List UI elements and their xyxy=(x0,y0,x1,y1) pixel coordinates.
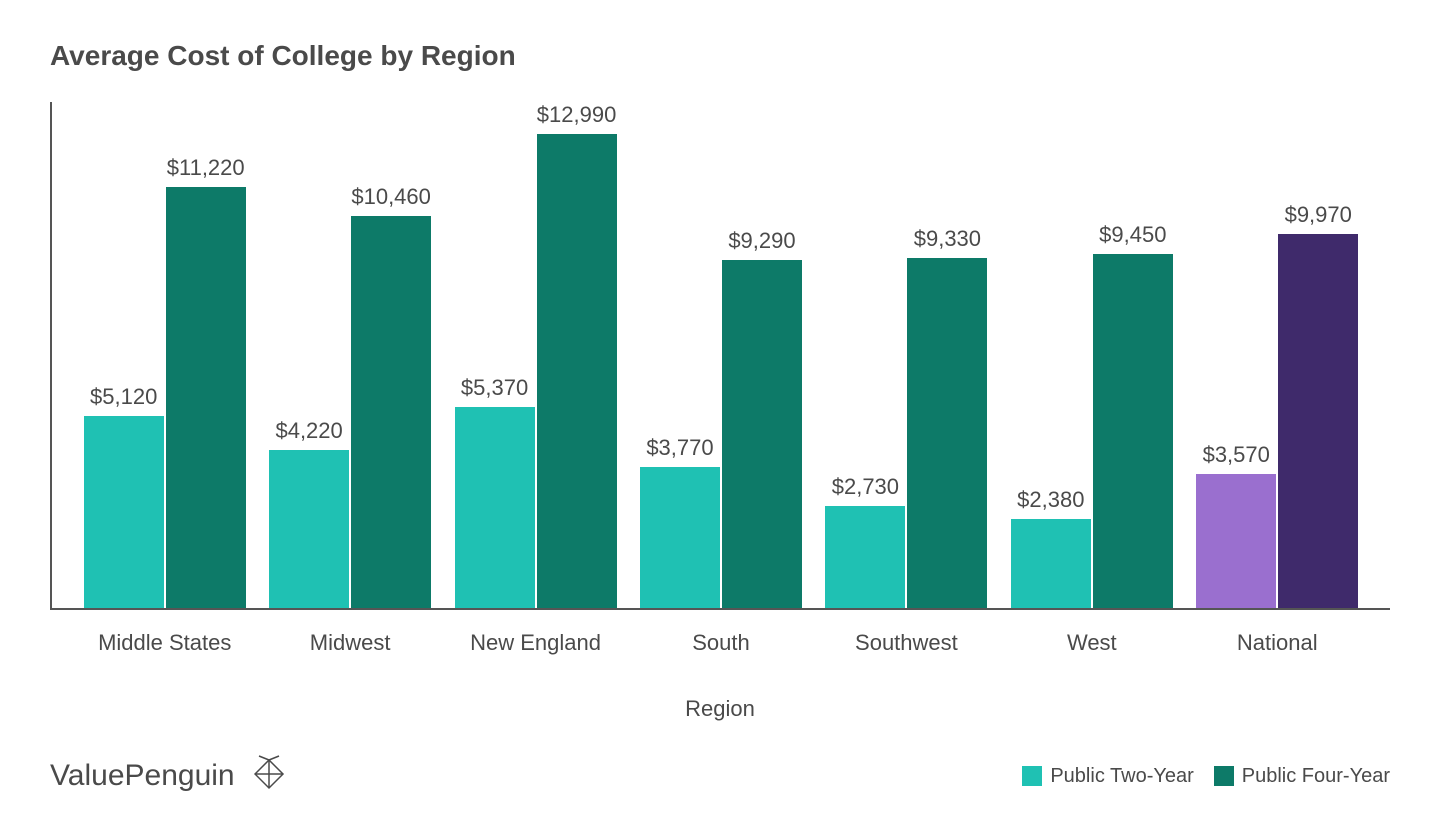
legend-swatch xyxy=(1214,766,1234,786)
bar-wrap: $9,970 xyxy=(1278,102,1358,608)
bar-value-label: $9,450 xyxy=(1099,222,1166,248)
bar-wrap: $9,450 xyxy=(1093,102,1173,608)
chart-footer: ValuePenguin Public Two-Year Public Four-… xyxy=(50,752,1390,800)
bar xyxy=(84,416,164,608)
bar xyxy=(640,467,720,608)
bar xyxy=(722,260,802,608)
bar-value-label: $5,370 xyxy=(461,375,528,401)
chart-title: Average Cost of College by Region xyxy=(50,40,1390,72)
bar-group: $2,380 $9,450 xyxy=(999,102,1184,608)
bar xyxy=(269,450,349,608)
chart-container: Average Cost of College by Region $5,120… xyxy=(0,0,1440,830)
bar-wrap: $2,380 xyxy=(1011,102,1091,608)
bar-value-label: $11,220 xyxy=(167,155,245,181)
bar-wrap: $5,370 xyxy=(455,102,535,608)
bar-wrap: $3,770 xyxy=(640,102,720,608)
bar xyxy=(1278,234,1358,608)
bar-group: $2,730 $9,330 xyxy=(814,102,999,608)
bar-value-label: $10,460 xyxy=(351,184,431,210)
penguin-icon xyxy=(245,752,293,800)
bar xyxy=(166,187,246,608)
x-axis-category-label: Southwest xyxy=(814,620,999,656)
bar-wrap: $3,570 xyxy=(1196,102,1276,608)
bar xyxy=(1011,519,1091,608)
x-axis-category-label: National xyxy=(1185,620,1370,656)
bar xyxy=(1093,254,1173,608)
x-axis-labels: Middle StatesMidwestNew EnglandSouthSout… xyxy=(50,620,1390,656)
bar-value-label: $2,730 xyxy=(832,474,899,500)
bar-wrap: $10,460 xyxy=(351,102,431,608)
bar-value-label: $4,220 xyxy=(275,418,342,444)
x-axis-category-label: South xyxy=(628,620,813,656)
bar-value-label: $12,990 xyxy=(537,102,617,128)
bar-value-label: $2,380 xyxy=(1017,487,1084,513)
bar-group: $4,220 $10,460 xyxy=(257,102,442,608)
legend-label: Public Four-Year xyxy=(1242,765,1390,788)
bar xyxy=(907,258,987,608)
chart-legend: Public Two-Year Public Four-Year xyxy=(1022,765,1390,788)
x-axis-category-label: New England xyxy=(443,620,628,656)
bar-wrap: $5,120 xyxy=(84,102,164,608)
legend-item: Public Two-Year xyxy=(1022,765,1193,788)
x-axis-category-label: Middle States xyxy=(72,620,257,656)
legend-swatch xyxy=(1022,766,1042,786)
bar-wrap: $2,730 xyxy=(825,102,905,608)
x-axis-category-label: West xyxy=(999,620,1184,656)
bar-wrap: $12,990 xyxy=(537,102,617,608)
bar xyxy=(351,216,431,608)
bar-value-label: $5,120 xyxy=(90,384,157,410)
bar-wrap: $9,330 xyxy=(907,102,987,608)
bar-wrap: $9,290 xyxy=(722,102,802,608)
bar-group: $3,570 $9,970 xyxy=(1185,102,1370,608)
brand-logo: ValuePenguin xyxy=(50,752,293,800)
bar-value-label: $3,570 xyxy=(1203,442,1270,468)
bar-value-label: $3,770 xyxy=(646,435,713,461)
bar-value-label: $9,330 xyxy=(914,226,981,252)
bar xyxy=(1196,474,1276,608)
bar-group: $3,770 $9,290 xyxy=(628,102,813,608)
bar xyxy=(455,407,535,608)
x-axis-category-label: Midwest xyxy=(257,620,442,656)
bar-group: $5,120 $11,220 xyxy=(72,102,257,608)
bar-group: $5,370 $12,990 xyxy=(443,102,628,608)
chart-plot-area: $5,120$11,220$4,220$10,460$5,370$12,990$… xyxy=(50,102,1390,610)
brand-name: ValuePenguin xyxy=(50,759,235,793)
bar xyxy=(537,134,617,608)
bar-wrap: $11,220 xyxy=(166,102,246,608)
bar xyxy=(825,506,905,608)
legend-item: Public Four-Year xyxy=(1214,765,1390,788)
legend-label: Public Two-Year xyxy=(1050,765,1193,788)
bar-wrap: $4,220 xyxy=(269,102,349,608)
bar-value-label: $9,970 xyxy=(1285,202,1352,228)
x-axis-title: Region xyxy=(50,696,1390,722)
bar-value-label: $9,290 xyxy=(728,228,795,254)
